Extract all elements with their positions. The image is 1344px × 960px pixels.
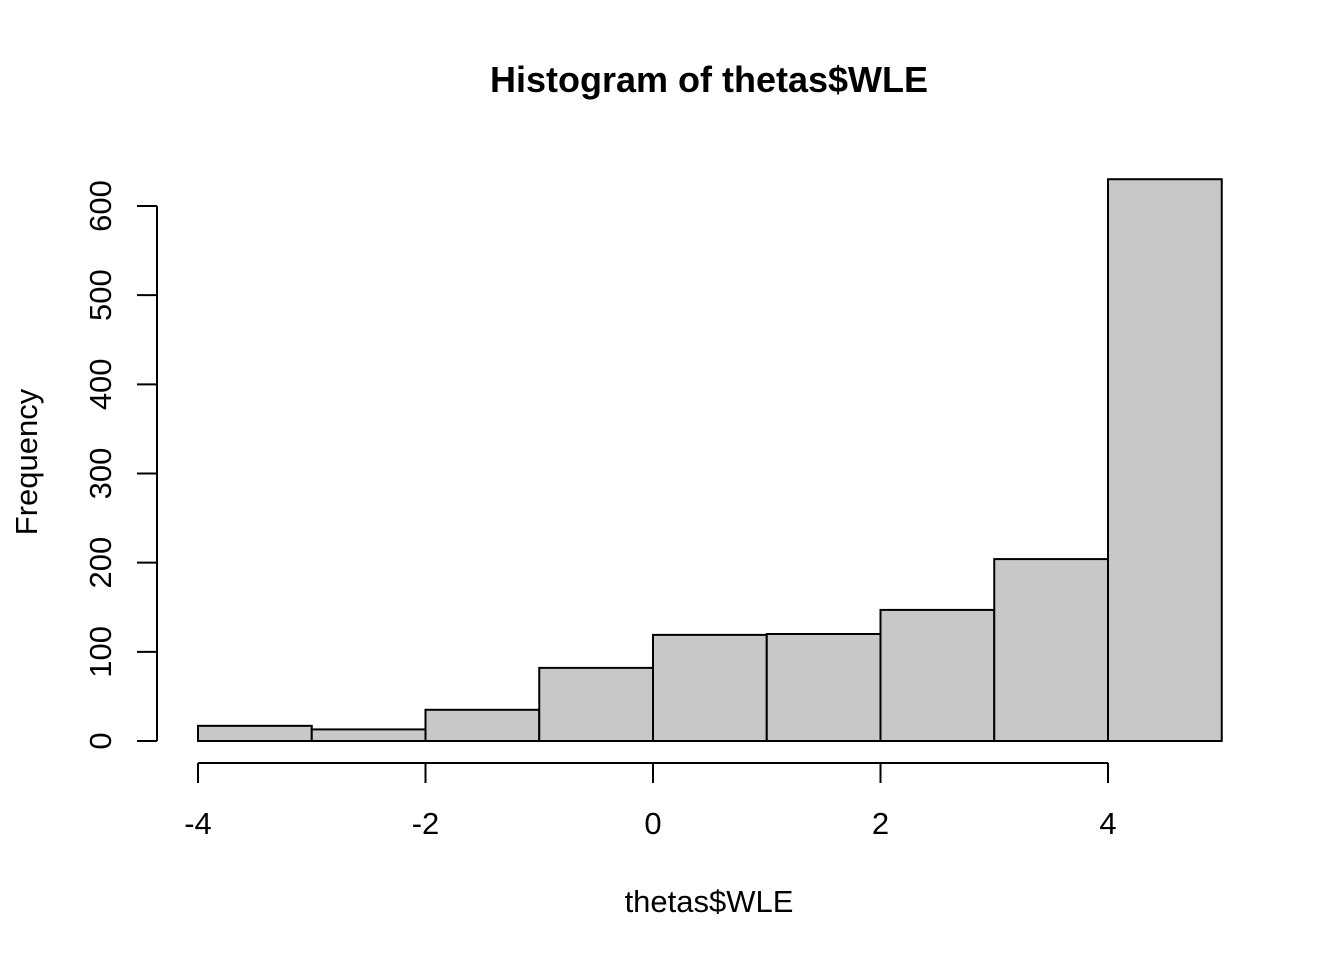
histogram-bar-6 (765, 632, 882, 742)
chart-title: Histogram of thetas$WLE (490, 59, 928, 100)
histogram-bar-5 (652, 633, 768, 742)
x-tick-label: 0 (644, 806, 661, 841)
histogram-bar-1 (197, 724, 313, 743)
histogram-bar-3 (424, 708, 541, 743)
y-tick-label: 200 (83, 537, 118, 589)
y-tick-label: 0 (83, 732, 118, 749)
y-axis: 0 100 200 300 400 500 600 (83, 180, 158, 750)
y-tick-label: 500 (83, 269, 118, 321)
y-tick-label: 400 (83, 358, 118, 410)
x-tick-label: -4 (184, 806, 212, 841)
histogram-bar-9 (1107, 178, 1223, 742)
histogram-bar-7 (879, 608, 996, 742)
x-tick-label: -2 (412, 806, 440, 841)
x-axis-label: thetas$WLE (625, 884, 794, 919)
y-tick-label: 300 (83, 448, 118, 500)
histogram-bar-4 (538, 666, 654, 743)
x-tick-label: 2 (872, 806, 889, 841)
x-tick-label: 4 (1099, 806, 1116, 841)
y-tick-label: 600 (83, 180, 118, 232)
histogram-bar-2 (310, 728, 427, 742)
y-tick-label: 100 (83, 626, 118, 678)
bars-group (197, 178, 1223, 743)
y-axis-label: Frequency (9, 388, 44, 535)
histogram-bar-8 (993, 558, 1109, 742)
x-axis: -4 -2 0 2 4 (184, 762, 1117, 841)
